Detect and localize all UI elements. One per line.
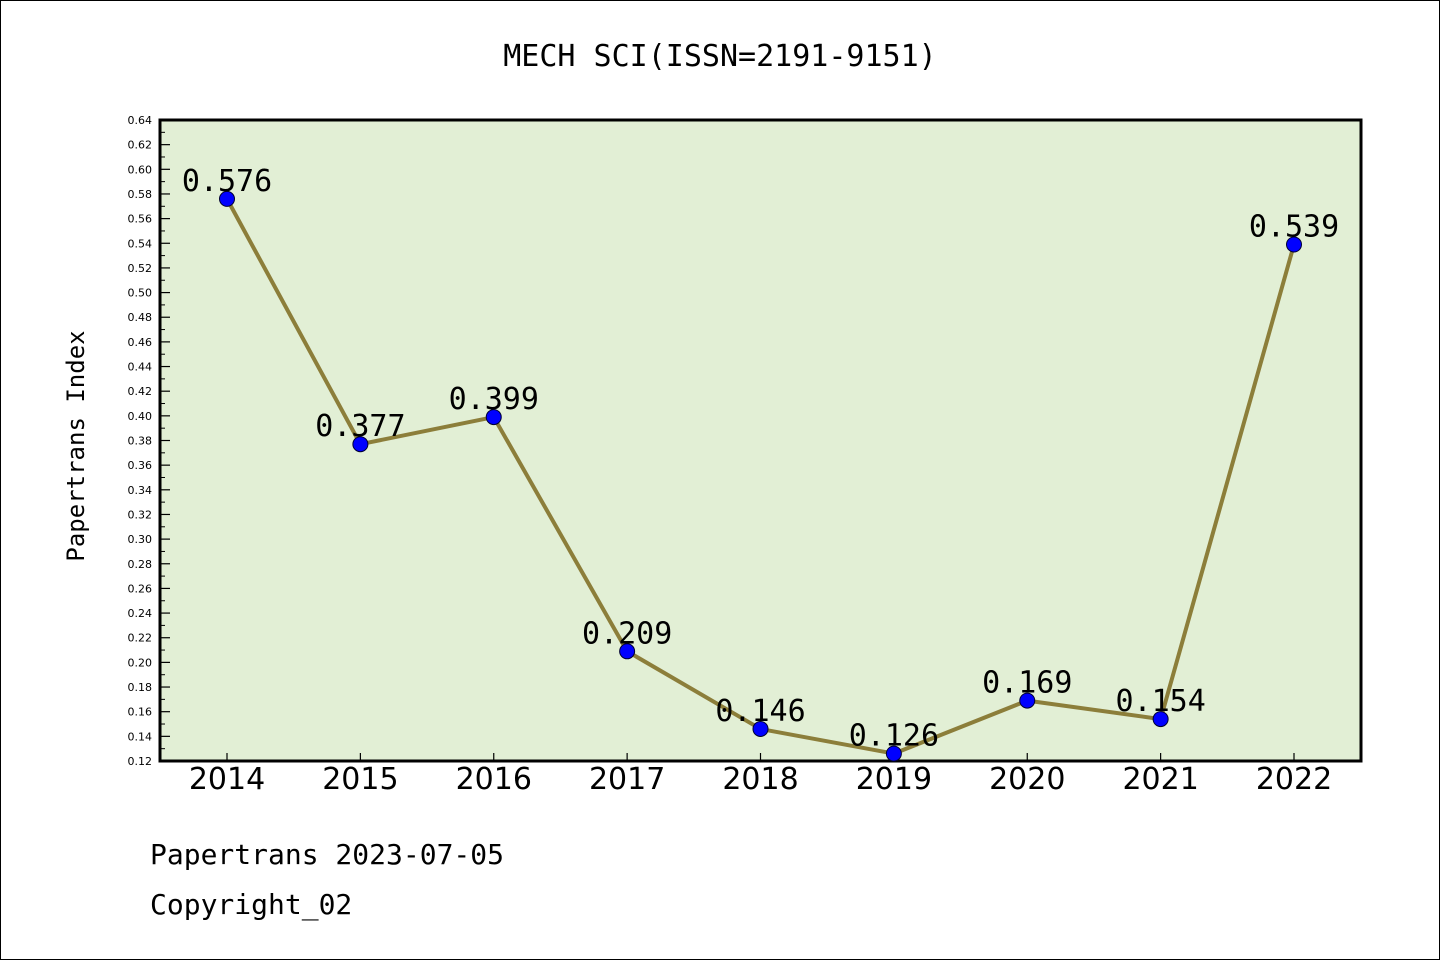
y-tick-label: 0.62 (128, 139, 153, 152)
data-label: 0.399 (449, 382, 539, 417)
x-tick-label: 2020 (989, 762, 1065, 797)
data-point (352, 436, 369, 453)
data-label: 0.576 (182, 164, 272, 199)
y-tick-label: 0.46 (128, 336, 153, 349)
data-point (619, 643, 636, 660)
y-tick-label: 0.24 (128, 607, 153, 620)
y-axis-label: Papertrans Index (62, 330, 90, 561)
x-axis: 2014 2015 2016 2017 2018 2019 2020 2021 2022 (189, 753, 1332, 797)
y-tick-label: 0.22 (128, 632, 153, 645)
y-tick-label: 0.30 (128, 533, 153, 546)
y-tick-label: 0.14 (128, 730, 153, 743)
data-label: 0.209 (582, 616, 672, 651)
x-tick-label: 2022 (1256, 762, 1332, 797)
y-tick-label: 0.16 (128, 706, 153, 719)
x-tick-label: 2016 (456, 762, 532, 797)
y-tick-label: 0.40 (128, 410, 153, 423)
data-label: 0.377 (315, 409, 405, 444)
data-point (1019, 692, 1036, 709)
y-tick-label: 0.48 (128, 311, 153, 324)
footer-date: Papertrans 2023-07-05 (150, 838, 504, 871)
y-tick-label: 0.50 (128, 287, 153, 300)
y-tick-label: 0.20 (128, 656, 153, 669)
y-tick-label: 0.60 (128, 163, 153, 176)
data-point (1286, 236, 1302, 253)
y-tick-label: 0.36 (128, 459, 153, 472)
y-tick-label: 0.54 (128, 237, 153, 250)
data-label: 0.539 (1249, 210, 1339, 245)
y-tick-label: 0.26 (128, 582, 153, 595)
footer-copyright: Copyright_02 (150, 888, 352, 922)
y-tick-label: 0.12 (128, 755, 153, 768)
y-tick-label: 0.56 (128, 213, 153, 226)
x-tick-label: 2019 (856, 762, 932, 797)
y-tick-label: 0.58 (128, 188, 153, 201)
y-tick-label: 0.38 (128, 435, 153, 448)
y-tick-label: 0.42 (128, 385, 153, 398)
data-label: 0.126 (849, 719, 939, 754)
data-label: 0.154 (1115, 684, 1205, 719)
data-label: 0.169 (982, 666, 1072, 701)
x-tick-label: 2015 (322, 762, 398, 797)
data-point (1152, 711, 1169, 728)
x-tick-label: 2014 (189, 762, 265, 797)
data-point (885, 745, 902, 762)
x-tick-label: 2018 (722, 762, 798, 797)
data-point (485, 409, 502, 426)
chart-title: MECH SCI(ISSN=2191-9151) (503, 39, 936, 74)
y-tick-label: 0.32 (128, 508, 153, 521)
y-tick-label: 0.34 (128, 484, 153, 497)
x-tick-label: 2021 (1122, 762, 1198, 797)
y-tick-label: 0.28 (128, 558, 153, 571)
data-point (219, 190, 235, 207)
data-label: 0.146 (715, 694, 805, 729)
x-tick-label: 2017 (589, 762, 665, 797)
series-papertrans-index: 0.576 0.377 0.399 0.209 0.146 0.126 0.169 0.154… (182, 164, 1339, 762)
y-tick-label: 0.52 (128, 262, 153, 275)
data-point (752, 720, 769, 737)
y-tick-label: 0.64 (128, 114, 153, 127)
y-tick-label: 0.18 (128, 681, 153, 694)
y-tick-label: 0.44 (128, 361, 153, 374)
y-axis: 0.12 0.14 0.16 0.18 0.20 0.22 0.24 0.26 0.28 0.30… (128, 114, 170, 768)
